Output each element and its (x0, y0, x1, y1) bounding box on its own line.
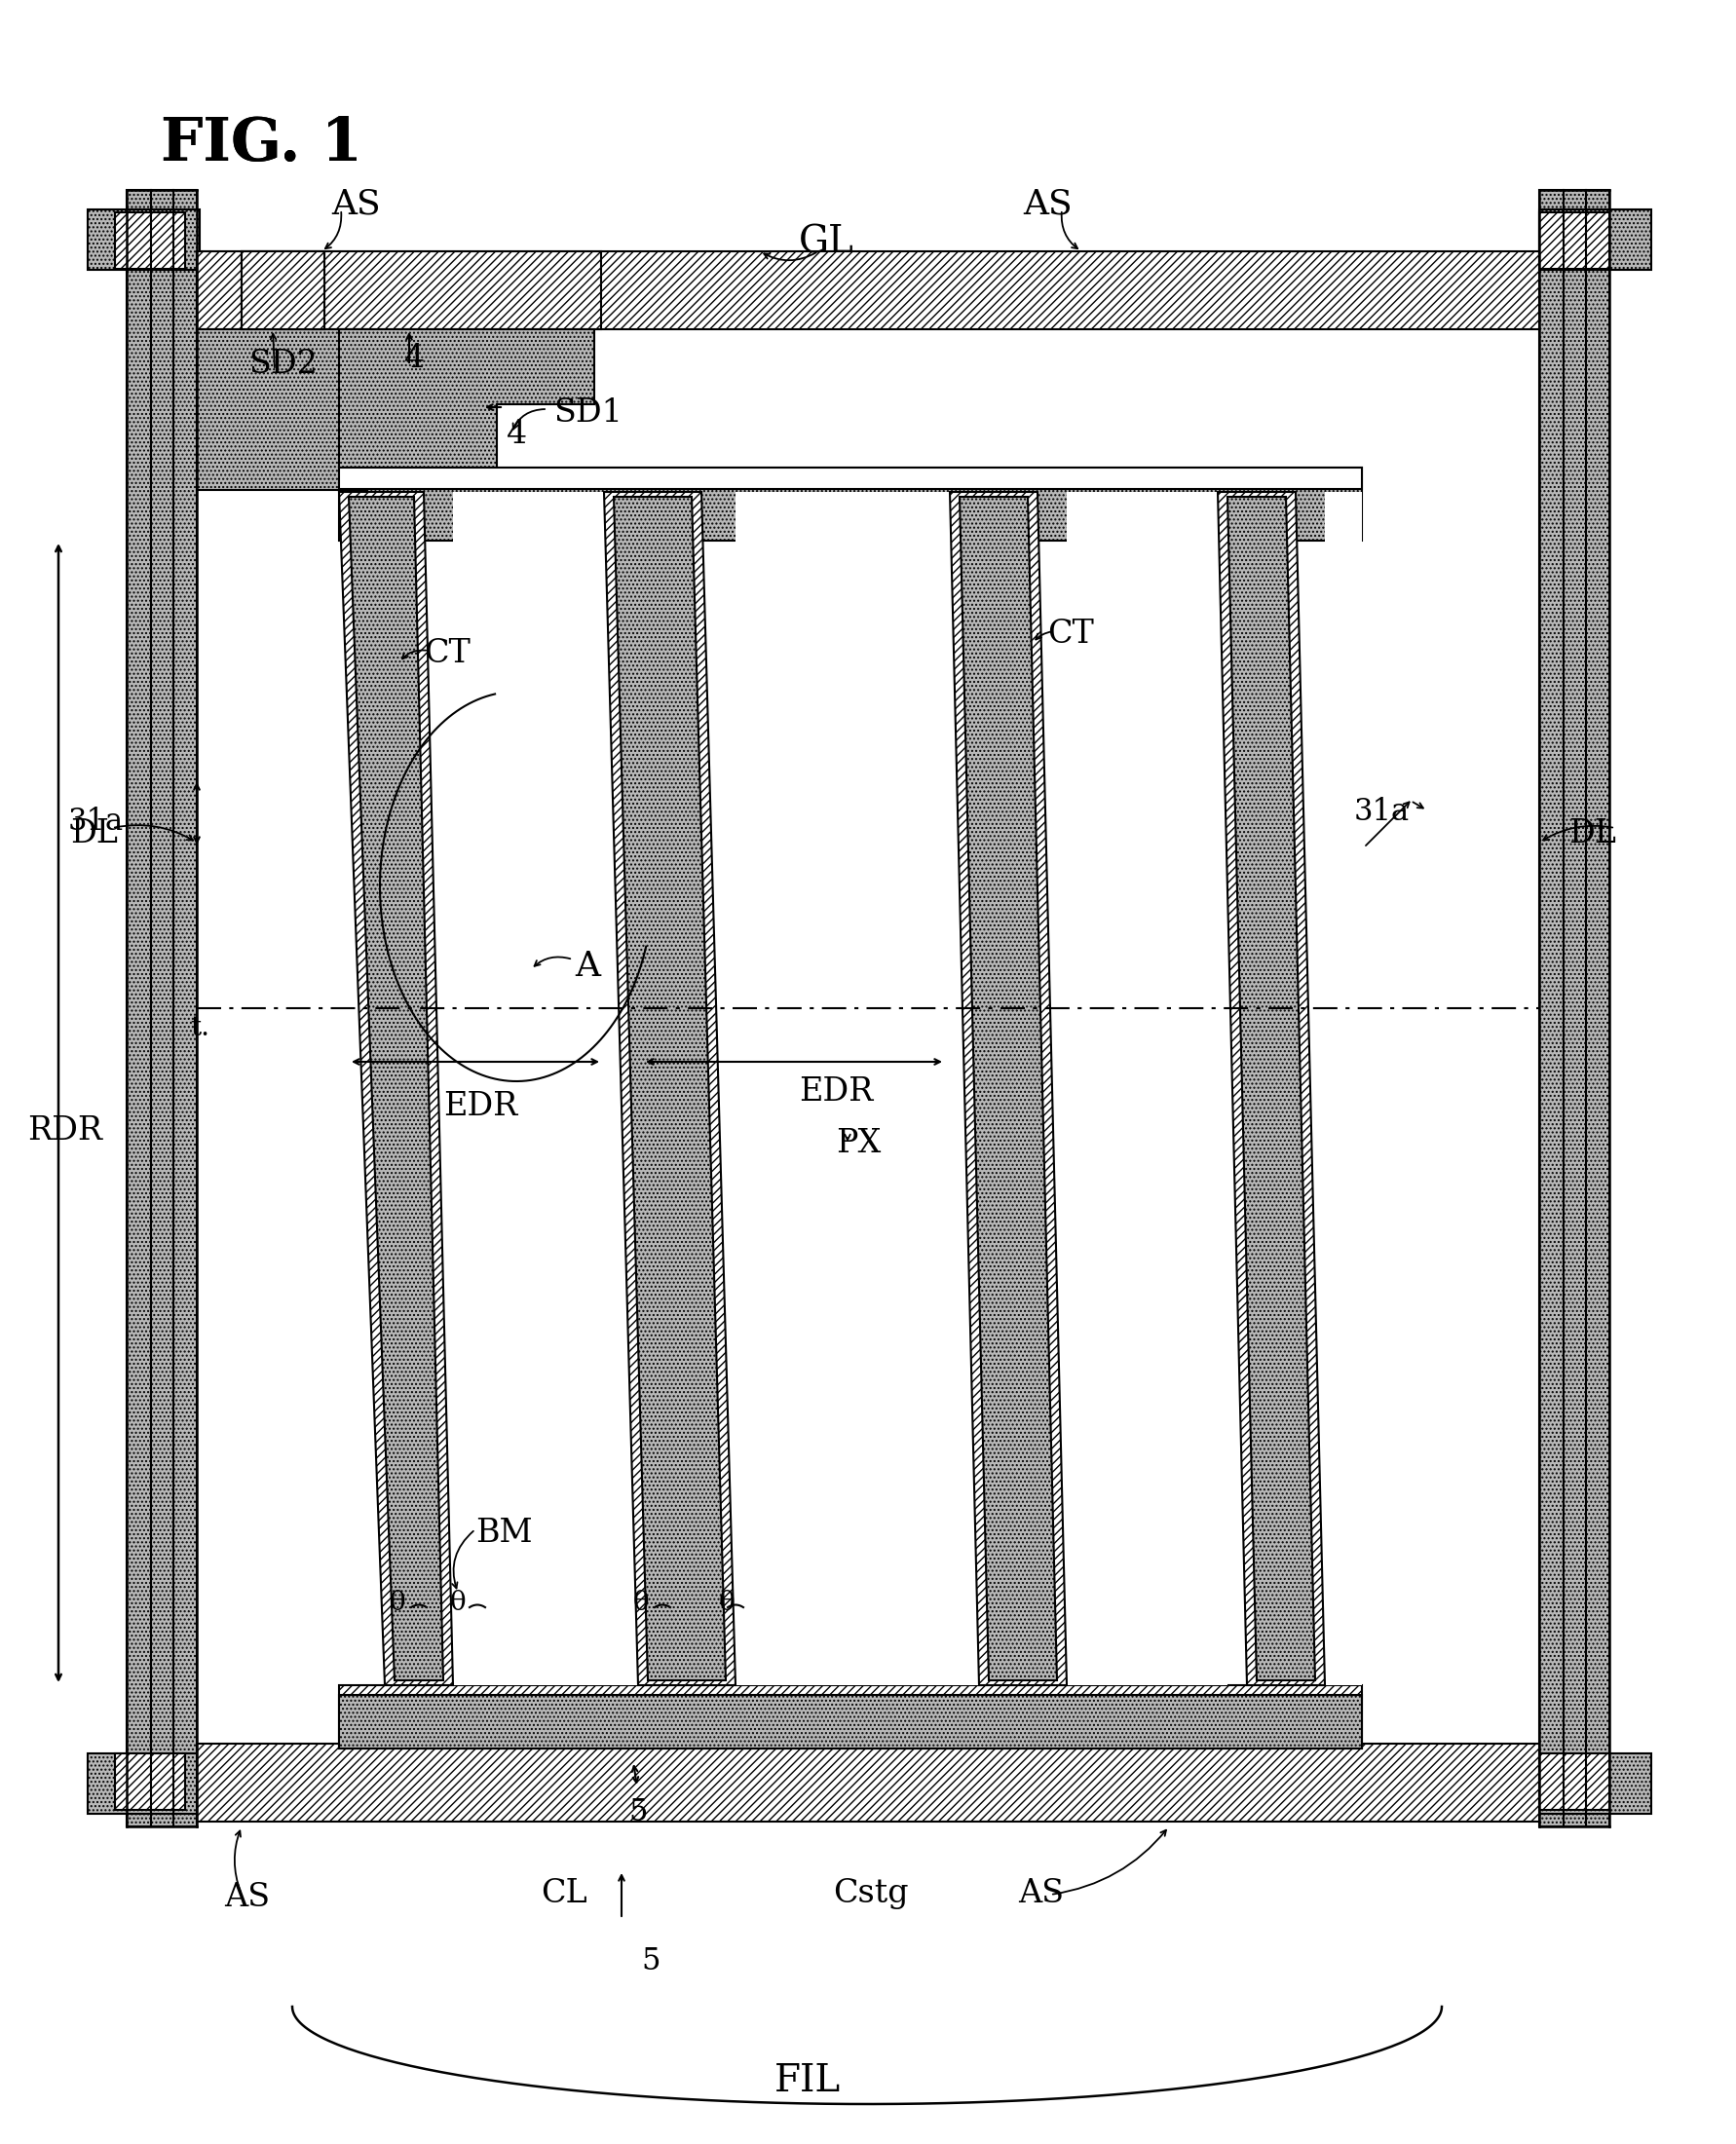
Polygon shape (196, 1743, 1538, 1822)
Polygon shape (87, 210, 200, 270)
Polygon shape (1538, 210, 1651, 270)
Text: FIL: FIL (774, 2063, 840, 2099)
Polygon shape (339, 467, 1361, 540)
Polygon shape (196, 251, 601, 330)
Text: θ: θ (450, 1589, 465, 1617)
Polygon shape (604, 491, 734, 1685)
Text: t.: t. (189, 1014, 210, 1042)
Text: DL: DL (69, 819, 118, 849)
Polygon shape (196, 330, 366, 491)
Text: DL: DL (1568, 819, 1614, 849)
Text: θ: θ (719, 1589, 734, 1617)
Polygon shape (87, 1754, 200, 1814)
Bar (453, 491, 637, 1685)
Polygon shape (958, 497, 1057, 1681)
Text: AS: AS (1017, 1878, 1064, 1910)
Polygon shape (115, 1754, 186, 1810)
Polygon shape (1538, 191, 1609, 1827)
Text: AS: AS (1023, 187, 1071, 221)
Text: Cstg: Cstg (833, 1878, 908, 1910)
Text: SD1: SD1 (554, 397, 621, 429)
Text: θ: θ (389, 1589, 406, 1617)
Text: 5: 5 (641, 1947, 660, 1977)
Polygon shape (339, 1696, 1361, 1750)
Polygon shape (1538, 1754, 1609, 1810)
Polygon shape (950, 491, 1066, 1685)
Polygon shape (339, 330, 594, 467)
Polygon shape (339, 1685, 1361, 1750)
Text: 31a: 31a (1354, 798, 1410, 828)
Text: CT: CT (1047, 620, 1094, 650)
Text: θ: θ (634, 1589, 649, 1617)
Polygon shape (115, 212, 186, 268)
Bar (1066, 491, 1227, 1685)
Text: EDR: EDR (799, 1076, 873, 1108)
Text: SD2: SD2 (248, 349, 318, 379)
Polygon shape (613, 497, 726, 1681)
Text: RDR: RDR (28, 1115, 102, 1147)
Bar (1325, 491, 1361, 1685)
Polygon shape (1217, 491, 1325, 1685)
Polygon shape (127, 191, 196, 1827)
Polygon shape (349, 497, 443, 1681)
Text: AS: AS (224, 1882, 269, 1912)
Text: GL: GL (799, 223, 854, 259)
Bar (734, 491, 979, 1685)
Text: 5: 5 (628, 1797, 648, 1827)
Polygon shape (1538, 1754, 1651, 1814)
Text: 4: 4 (507, 418, 526, 450)
Text: BM: BM (476, 1518, 533, 1548)
Text: A: A (575, 950, 599, 982)
Text: FIG. 1: FIG. 1 (161, 116, 363, 174)
Text: 31a: 31a (68, 806, 123, 836)
Polygon shape (1538, 212, 1609, 268)
Polygon shape (196, 251, 1538, 330)
Polygon shape (339, 491, 453, 1685)
Polygon shape (241, 251, 325, 330)
Text: CT: CT (424, 639, 470, 669)
Text: PX: PX (835, 1128, 880, 1160)
Bar (339, 467, 1361, 489)
Polygon shape (241, 251, 325, 330)
Polygon shape (1227, 497, 1314, 1681)
Text: AS: AS (332, 187, 380, 221)
Text: FIG. 1: FIG. 1 (161, 116, 363, 174)
Text: EDR: EDR (443, 1091, 517, 1121)
Text: CL: CL (540, 1878, 587, 1910)
Text: 4: 4 (404, 343, 425, 373)
